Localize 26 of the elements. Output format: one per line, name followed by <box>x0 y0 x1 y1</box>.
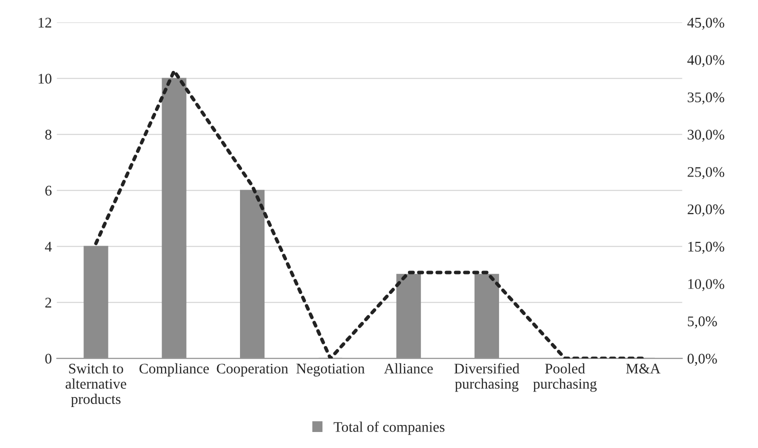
y-tick-label: 6 <box>45 186 52 196</box>
y2-tick-label: 25,0% <box>688 167 724 180</box>
x-tick-label: Cooperation <box>216 364 288 376</box>
y2-tick-label: 10,0% <box>688 279 724 292</box>
x-tick-label: M&A <box>626 364 660 374</box>
legend-label: Total of companies <box>334 422 444 435</box>
x-tick-label: Pooled purchasing <box>533 363 597 392</box>
y2-tick-label: 15,0% <box>688 242 724 254</box>
y2-tick-label: 20,0% <box>688 204 724 216</box>
y2-tick-label: 45,0% <box>687 18 724 30</box>
x-tick-label: Negotiation <box>296 364 365 376</box>
y2-tick-label: 0,0% <box>688 354 717 366</box>
y-tick-label: 12 <box>38 18 52 28</box>
x-tick-label: Diversified purchasing <box>454 363 520 392</box>
x-tick-label: Compliance <box>139 363 209 376</box>
x-tick-label: Switch to alternative products <box>66 363 126 407</box>
y-tick-label: 2 <box>45 298 52 308</box>
x-tick-label: Alliance <box>384 363 433 374</box>
y2-tick-label: 5,0% <box>688 316 717 328</box>
y-tick-label: 0 <box>45 354 52 364</box>
y2-tick-label: 30,0% <box>688 130 724 142</box>
y-tick-label: 4 <box>44 242 52 252</box>
y-tick-label: 8 <box>45 130 52 140</box>
y-tick-label: 10 <box>38 74 52 84</box>
y2-tick-label: 40,0% <box>687 55 724 68</box>
y2-tick-label: 35,0% <box>688 92 724 104</box>
